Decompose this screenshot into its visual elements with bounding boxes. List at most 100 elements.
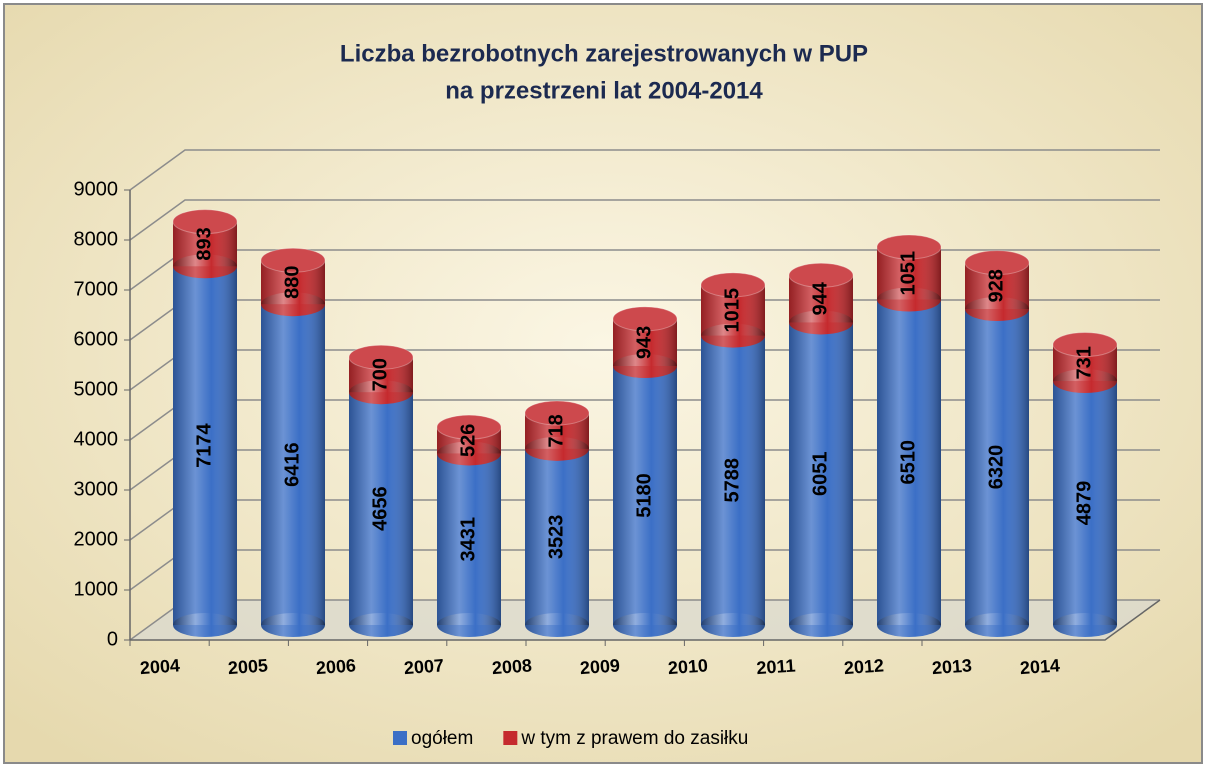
cylinder-bottom-shade bbox=[349, 380, 413, 405]
y-tick-label: 2000 bbox=[74, 528, 119, 550]
data-label: 7174 bbox=[193, 423, 215, 468]
cylinder-bottom-shade bbox=[789, 310, 853, 335]
cylinder-top bbox=[612, 306, 678, 332]
data-label: 5180 bbox=[633, 473, 655, 518]
cylinder-bottom-shade bbox=[877, 613, 941, 637]
bar-shade bbox=[965, 309, 1029, 625]
x-tick-label: 2005 bbox=[227, 655, 268, 678]
cylinder-bottom-shade bbox=[437, 441, 501, 466]
cylinder-bottom-shade bbox=[261, 613, 325, 637]
x-tick-label: 2014 bbox=[1019, 655, 1060, 678]
data-label: 943 bbox=[633, 326, 655, 359]
data-label: 718 bbox=[545, 414, 567, 447]
cylinder-segment bbox=[437, 453, 501, 637]
cylinder-bottom-shade bbox=[525, 436, 589, 461]
data-label: 5788 bbox=[721, 458, 743, 503]
y-tick-label: 0 bbox=[107, 628, 118, 650]
x-tick-label: 2006 bbox=[315, 655, 356, 678]
cylinder-top-light bbox=[965, 250, 1029, 275]
x-tick-label: 2008 bbox=[491, 655, 532, 678]
bar-shade bbox=[261, 304, 325, 625]
cylinder-segment bbox=[1053, 381, 1117, 637]
cylinder-segment bbox=[349, 392, 413, 637]
data-label: 928 bbox=[985, 269, 1007, 302]
cylinder-top-light bbox=[173, 209, 237, 234]
data-label: 880 bbox=[281, 266, 303, 299]
cylinder-segment bbox=[701, 335, 765, 637]
grid-line bbox=[129, 199, 1160, 241]
cylinder-bottom-shade bbox=[261, 292, 325, 317]
bar-shade bbox=[701, 335, 765, 625]
cylinder-segment bbox=[261, 304, 325, 637]
cylinder-top-light bbox=[877, 234, 941, 259]
cylinder-top bbox=[876, 234, 942, 260]
cylinder-bottom-shade bbox=[1053, 369, 1117, 394]
bar-shade bbox=[349, 392, 413, 625]
legend-swatch bbox=[393, 731, 407, 745]
cylinder-bottom-shade bbox=[613, 354, 677, 378]
x-tick-label: 2013 bbox=[931, 655, 972, 678]
data-label: 6320 bbox=[985, 445, 1007, 490]
cylinder-top-light bbox=[525, 400, 589, 425]
cylinder-bottom-shade bbox=[173, 254, 237, 279]
cylinder-bottom-shade bbox=[525, 613, 589, 637]
data-label: 1015 bbox=[721, 288, 743, 333]
y-tick-label: 7000 bbox=[74, 278, 119, 300]
cylinder-top bbox=[436, 414, 502, 440]
cylinder-top-light bbox=[1053, 332, 1117, 357]
cylinder-bottom-shade bbox=[173, 613, 237, 637]
cylinder-top-light bbox=[613, 306, 677, 331]
cylinder-segment bbox=[965, 309, 1029, 637]
cylinder-bottom-shade bbox=[877, 287, 941, 312]
y-tick-label: 4000 bbox=[74, 428, 119, 450]
cylinder-bottom-shade bbox=[789, 613, 853, 637]
legend-label: w tym z prawem do zasiłku bbox=[520, 728, 748, 749]
bar-shade bbox=[789, 322, 853, 625]
data-label: 1051 bbox=[897, 251, 919, 296]
data-label: 731 bbox=[1073, 346, 1095, 379]
cylinder-bottom-shade bbox=[349, 613, 413, 637]
cylinder-top-light bbox=[437, 415, 501, 440]
data-label: 4879 bbox=[1073, 481, 1095, 526]
cylinder-top-light bbox=[789, 263, 853, 288]
legend-label: ogółem bbox=[411, 728, 473, 749]
cylinder-bottom-shade bbox=[613, 613, 677, 637]
cylinder-top bbox=[348, 344, 414, 370]
y-tick-label: 5000 bbox=[74, 378, 119, 400]
cylinder-top bbox=[524, 400, 590, 426]
data-label: 3431 bbox=[457, 517, 479, 562]
data-label: 893 bbox=[193, 227, 215, 260]
x-tick-label: 2007 bbox=[403, 655, 444, 678]
cylinder-segment bbox=[877, 299, 941, 637]
bar-shade bbox=[1053, 381, 1117, 625]
data-label: 6051 bbox=[809, 451, 831, 496]
data-label: 700 bbox=[369, 358, 391, 391]
x-tick-label: 2011 bbox=[756, 655, 796, 678]
data-label: 526 bbox=[457, 424, 479, 457]
y-tick-label: 1000 bbox=[74, 578, 119, 600]
cylinder-top bbox=[172, 209, 238, 235]
bar-shade bbox=[525, 448, 589, 625]
cylinder-segment bbox=[173, 266, 237, 637]
x-tick-label: 2010 bbox=[667, 655, 708, 678]
cylinder-bottom-shade bbox=[965, 613, 1029, 637]
bar-shade bbox=[613, 366, 677, 625]
cylinder-segment bbox=[613, 366, 677, 637]
x-tick-label: 2004 bbox=[139, 655, 180, 678]
chart-title: na przestrzeni lat 2004-2014 bbox=[445, 77, 763, 104]
x-tick-label: 2009 bbox=[579, 655, 620, 678]
data-label: 6416 bbox=[281, 442, 303, 487]
bar-shade bbox=[877, 299, 941, 625]
cylinder-top bbox=[700, 272, 766, 298]
cylinder-top bbox=[1052, 332, 1118, 357]
data-label: 944 bbox=[809, 281, 831, 315]
cylinder-top bbox=[788, 262, 854, 288]
y-tick-label: 8000 bbox=[74, 228, 119, 250]
cylinder-top bbox=[260, 247, 326, 273]
cylinder-bottom-shade bbox=[1053, 613, 1117, 637]
cylinder-bottom-shade bbox=[437, 613, 501, 637]
bar-shade bbox=[173, 266, 237, 625]
data-label: 4656 bbox=[369, 486, 391, 530]
cylinder-segment bbox=[525, 448, 589, 637]
